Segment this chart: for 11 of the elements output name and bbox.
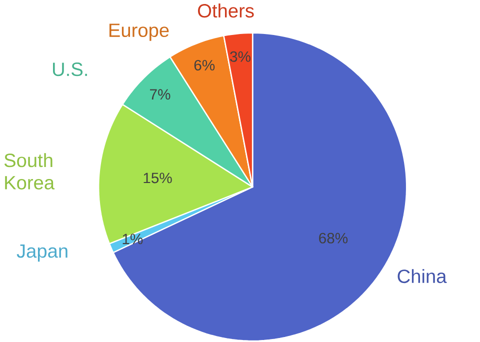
data-label: 7% [150,89,170,100]
data-label: 15% [144,172,172,184]
slice-label: Japan [16,244,68,262]
data-label: 6% [194,60,215,71]
slice-label: Others [198,4,254,18]
slice-label: U.S. [53,62,87,76]
slice-label: Europe [109,24,169,42]
slice-label: South Korea [4,153,55,190]
data-label: 3% [230,52,250,62]
slice-label: China [398,269,447,284]
data-label: 68% [319,233,348,244]
